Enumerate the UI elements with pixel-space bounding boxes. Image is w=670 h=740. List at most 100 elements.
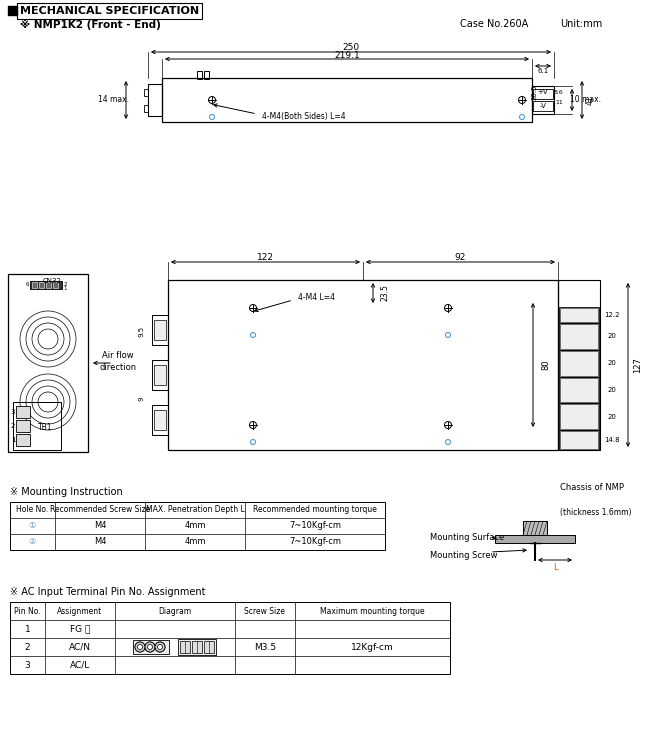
- Bar: [8, 274, 88, 452]
- Text: 1: 1: [63, 286, 67, 292]
- Text: 23.5: 23.5: [381, 285, 389, 301]
- Text: 9.5: 9.5: [139, 326, 145, 337]
- Text: MAX. Penetration Depth L: MAX. Penetration Depth L: [145, 505, 245, 514]
- Circle shape: [135, 642, 145, 652]
- Text: 14 max.: 14 max.: [98, 95, 129, 104]
- Text: Screw Size: Screw Size: [245, 607, 285, 616]
- Text: ②: ②: [29, 537, 36, 547]
- Bar: [523, 521, 547, 535]
- Text: 4mm: 4mm: [184, 537, 206, 547]
- Bar: [192, 641, 202, 653]
- Text: Maximum mounting torque: Maximum mounting torque: [320, 607, 425, 616]
- Circle shape: [19, 408, 27, 416]
- Bar: [558, 280, 600, 450]
- Text: 14.8: 14.8: [604, 437, 620, 443]
- Circle shape: [155, 642, 165, 652]
- Text: TB1: TB1: [38, 423, 52, 431]
- Bar: [133, 640, 169, 654]
- Bar: [532, 86, 554, 114]
- Text: Recommended Screw Size: Recommended Screw Size: [50, 505, 150, 514]
- Text: Recommended mounting torque: Recommended mounting torque: [253, 505, 377, 514]
- Text: 3: 3: [11, 409, 15, 415]
- Bar: [10, 602, 450, 674]
- Text: 10 max.: 10 max.: [570, 95, 602, 104]
- Bar: [152, 315, 168, 345]
- Text: M4: M4: [94, 537, 107, 547]
- Bar: [144, 89, 148, 96]
- Text: 2: 2: [25, 642, 30, 651]
- Bar: [204, 641, 214, 653]
- Bar: [560, 324, 598, 349]
- Text: -V: -V: [539, 104, 547, 110]
- Text: AC/L: AC/L: [70, 661, 90, 670]
- Circle shape: [19, 436, 27, 444]
- Text: ①: ①: [29, 522, 36, 531]
- Bar: [180, 641, 190, 653]
- Text: M3.5: M3.5: [254, 642, 276, 651]
- Bar: [559, 377, 599, 403]
- Bar: [16, 434, 30, 446]
- Bar: [559, 403, 599, 430]
- Text: MECHANICAL SPECIFICATION: MECHANICAL SPECIFICATION: [20, 6, 199, 16]
- Circle shape: [157, 645, 163, 650]
- Text: 92: 92: [455, 252, 466, 261]
- Bar: [53, 282, 58, 288]
- Text: Mounting Surface: Mounting Surface: [430, 534, 505, 542]
- Text: 8.6: 8.6: [554, 90, 564, 95]
- Bar: [148, 84, 162, 116]
- Circle shape: [145, 642, 155, 652]
- Text: ※ Mounting Instruction: ※ Mounting Instruction: [10, 487, 123, 497]
- Text: 20.5: 20.5: [532, 84, 538, 100]
- Bar: [559, 307, 599, 323]
- Text: ※ AC Input Terminal Pin No. Assignment: ※ AC Input Terminal Pin No. Assignment: [10, 587, 206, 597]
- Bar: [154, 320, 166, 340]
- Text: 127: 127: [634, 357, 643, 373]
- Text: Assignment: Assignment: [58, 607, 103, 616]
- Circle shape: [137, 645, 143, 650]
- Text: 2: 2: [63, 283, 67, 288]
- Bar: [152, 405, 168, 435]
- Text: 80: 80: [541, 360, 551, 370]
- Text: 122: 122: [257, 252, 274, 261]
- Circle shape: [157, 645, 163, 650]
- Bar: [559, 323, 599, 350]
- Bar: [559, 430, 599, 450]
- Text: 11: 11: [555, 101, 563, 105]
- Text: 20: 20: [608, 360, 616, 366]
- Text: Diagram: Diagram: [158, 607, 192, 616]
- Circle shape: [135, 642, 145, 652]
- Text: 7~10Kgf-cm: 7~10Kgf-cm: [289, 522, 341, 531]
- Text: 1: 1: [25, 625, 30, 633]
- Bar: [39, 282, 44, 288]
- Text: Case No.260A: Case No.260A: [460, 19, 528, 29]
- Circle shape: [155, 642, 165, 652]
- Text: CN32: CN32: [43, 278, 62, 284]
- Bar: [560, 351, 598, 376]
- Circle shape: [19, 422, 27, 430]
- Text: direction: direction: [99, 363, 137, 372]
- Text: 4-M4 L=4: 4-M4 L=4: [298, 294, 335, 303]
- Bar: [495, 535, 575, 543]
- Bar: [8, 6, 17, 15]
- Text: 7~10Kgf-cm: 7~10Kgf-cm: [289, 537, 341, 547]
- Bar: [197, 71, 202, 79]
- Text: 20: 20: [608, 414, 616, 420]
- Text: 12Kgf-cm: 12Kgf-cm: [351, 642, 394, 651]
- Bar: [560, 405, 598, 429]
- Bar: [16, 420, 30, 432]
- Text: Air flow: Air flow: [103, 351, 134, 360]
- Bar: [162, 78, 532, 122]
- Bar: [30, 281, 62, 289]
- Bar: [154, 365, 166, 385]
- Text: ※ NMP1K2 (Front - End): ※ NMP1K2 (Front - End): [20, 18, 161, 30]
- Text: 20: 20: [608, 387, 616, 393]
- Bar: [154, 410, 166, 430]
- Circle shape: [147, 645, 153, 650]
- Bar: [533, 101, 553, 111]
- Bar: [46, 282, 51, 288]
- Bar: [152, 360, 168, 390]
- Text: AC/N: AC/N: [69, 642, 91, 651]
- Text: 219.1: 219.1: [334, 50, 360, 59]
- Bar: [13, 402, 61, 450]
- Text: Unit:mm: Unit:mm: [560, 19, 602, 29]
